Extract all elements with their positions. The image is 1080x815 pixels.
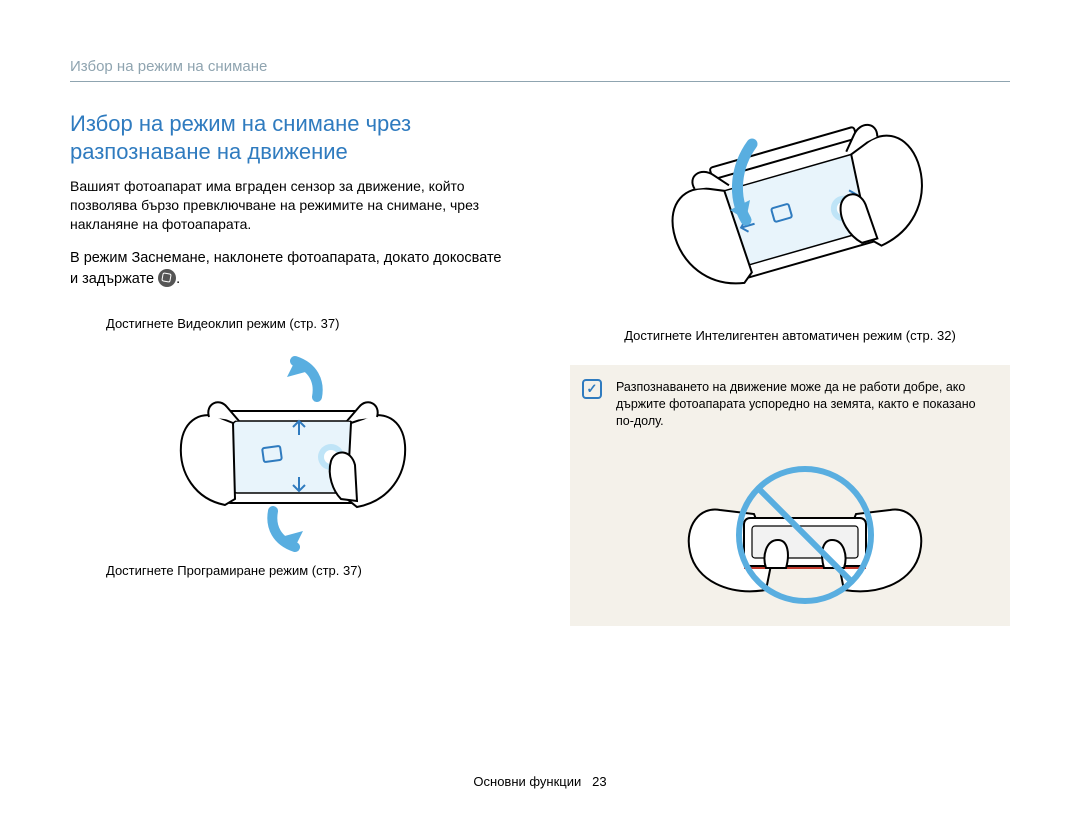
caption-program-mode: Достигнете Програмиране режим (стр. 37) [70, 563, 510, 578]
hands-camera-tilt-svg [640, 104, 940, 324]
section-title: Избор на режим на снимане чрез разпознав… [70, 110, 510, 165]
footer-page-number: 23 [592, 774, 606, 789]
right-column: Достигнете Интелигентен автоматичен режи… [570, 110, 1010, 626]
instruction-text-before: В режим Заснемане, наклонете фотоапарата… [70, 250, 501, 287]
hands-camera-svg [145, 349, 435, 559]
page-footer: Основни функции 23 [0, 774, 1080, 789]
note-box: ✓ Разпознаването на движение може да не … [570, 365, 1010, 626]
note-text: Разпознаването на движение може да не ра… [616, 379, 994, 430]
footer-section-label: Основни функции [473, 774, 581, 789]
manual-page: Избор на режим на снимане Избор на режим… [0, 0, 1080, 815]
illustration-tilt-side [570, 104, 1010, 324]
two-column-layout: Избор на режим на снимане чрез разпознав… [70, 110, 1010, 626]
intro-paragraph: Вашият фотоапарат има вграден сензор за … [70, 177, 510, 234]
illustration-tilt-vertical [70, 349, 510, 559]
caption-smart-auto-mode: Достигнете Интелигентен автоматичен режи… [570, 328, 1010, 343]
running-head: Избор на режим на снимане [70, 58, 1010, 82]
caption-video-mode: Достигнете Видеоклип режим (стр. 37) [70, 316, 510, 331]
illustration-prohibited [616, 440, 994, 610]
mode-icon [158, 269, 176, 287]
instruction-line: В режим Заснемане, наклонете фотоапарата… [70, 248, 510, 290]
hands-camera-flat-svg [670, 440, 940, 610]
instruction-text-after: . [176, 271, 180, 287]
left-column: Избор на режим на снимане чрез разпознав… [70, 110, 510, 626]
note-icon: ✓ [582, 379, 602, 399]
